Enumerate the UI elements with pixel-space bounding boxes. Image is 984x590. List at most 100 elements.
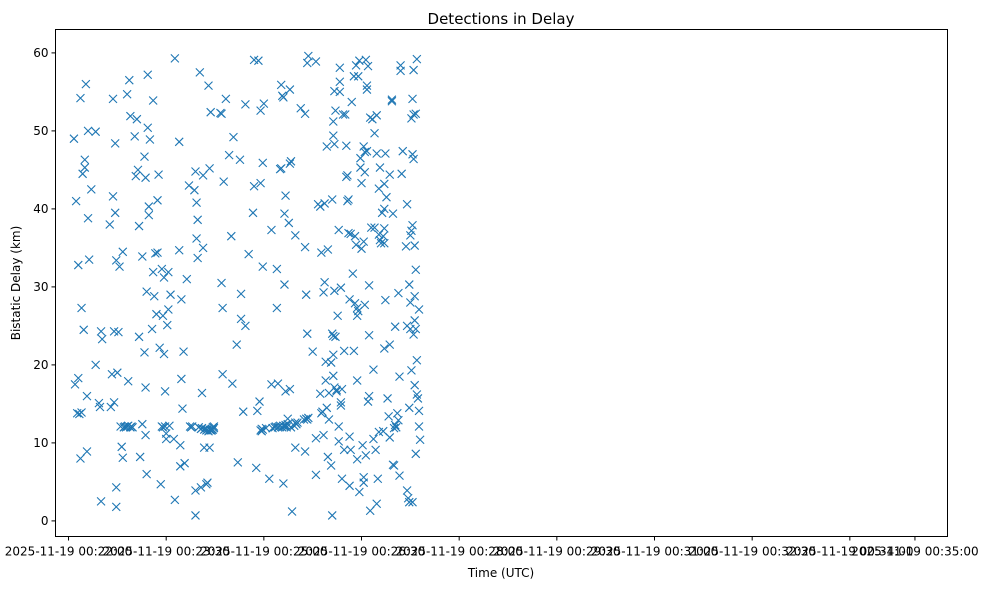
data-point [394, 415, 403, 425]
data-point [326, 461, 336, 470]
data-point [340, 110, 350, 119]
y-tick-label: 60 [33, 46, 48, 60]
data-point [70, 380, 80, 389]
data-point [364, 280, 374, 290]
x-tick-label: 2025-11-19 00:28:00 [395, 545, 522, 559]
data-point [339, 445, 349, 455]
data-point [395, 372, 404, 381]
data-point [244, 249, 254, 259]
data-point [193, 253, 203, 263]
data-point [112, 368, 122, 378]
data-point [331, 332, 340, 342]
data-point [209, 423, 219, 433]
data-point [190, 185, 199, 195]
data-point [276, 163, 286, 173]
data-point [252, 406, 262, 416]
data-point [323, 452, 333, 462]
data-point [106, 402, 116, 412]
data-point [414, 406, 424, 416]
data-point [193, 215, 203, 225]
data-point [258, 158, 268, 168]
x-tick-label: 2025-11-19 00:25:00 [200, 545, 327, 559]
data-point [147, 324, 157, 334]
data-point [158, 422, 168, 432]
data-point [311, 470, 321, 480]
data-point [360, 167, 370, 177]
data-point [408, 94, 417, 104]
data-point [255, 397, 264, 406]
data-point [227, 379, 237, 389]
data-point [364, 391, 374, 401]
data-point [385, 340, 395, 350]
x-tick-label: 2025-11-19 00:26:30 [298, 545, 425, 559]
data-point [353, 71, 363, 81]
data-point [391, 422, 401, 432]
data-point [170, 495, 180, 505]
data-point [412, 54, 422, 64]
data-point [322, 142, 332, 151]
data-point [387, 96, 397, 106]
data-point [411, 324, 421, 334]
data-point [322, 403, 332, 413]
data-point [155, 343, 165, 353]
data-point [302, 329, 312, 339]
data-point [133, 165, 143, 175]
data-point [369, 365, 378, 374]
data-point [159, 349, 169, 359]
data-point [286, 156, 296, 166]
data-point [174, 245, 184, 255]
data-point [73, 260, 83, 270]
data-point [357, 244, 366, 254]
data-point [198, 243, 208, 253]
plot-frame [55, 29, 948, 537]
data-point [413, 394, 423, 403]
data-point [300, 242, 310, 252]
data-point [163, 305, 173, 314]
data-point [209, 422, 219, 431]
data-point [236, 314, 246, 324]
data-point [379, 204, 389, 214]
data-point [159, 273, 169, 282]
x-tick-label: 2025-11-19 00:35:00 [851, 545, 978, 559]
data-point [107, 369, 117, 379]
data-point [280, 280, 289, 289]
data-point [249, 181, 259, 191]
data-point [360, 147, 370, 157]
data-point [77, 408, 86, 417]
data-point [372, 499, 382, 509]
data-point [293, 418, 302, 428]
data-point [395, 471, 404, 481]
data-point [301, 290, 311, 300]
data-point [131, 171, 141, 181]
data-point [371, 445, 381, 455]
data-point [124, 75, 134, 85]
data-point [267, 225, 276, 235]
data-point [192, 198, 201, 208]
data-point [192, 234, 201, 243]
data-point [248, 208, 258, 218]
data-point [203, 478, 212, 488]
data-point [359, 142, 369, 151]
data-point [278, 92, 288, 102]
data-point [363, 61, 373, 71]
data-point [410, 291, 420, 301]
data-point [83, 213, 93, 223]
data-point [122, 89, 132, 99]
data-point [352, 376, 362, 385]
data-point [302, 58, 312, 68]
data-point [176, 294, 186, 304]
data-point [195, 68, 205, 77]
data-point [77, 303, 86, 313]
data-point [397, 169, 407, 179]
data-point [384, 411, 394, 421]
data-point [137, 419, 147, 429]
data-point [285, 384, 295, 394]
data-point [95, 402, 105, 412]
data-point [389, 423, 399, 433]
data-point [118, 247, 128, 257]
data-point [175, 440, 185, 450]
data-point [311, 433, 321, 443]
data-point [344, 195, 353, 204]
